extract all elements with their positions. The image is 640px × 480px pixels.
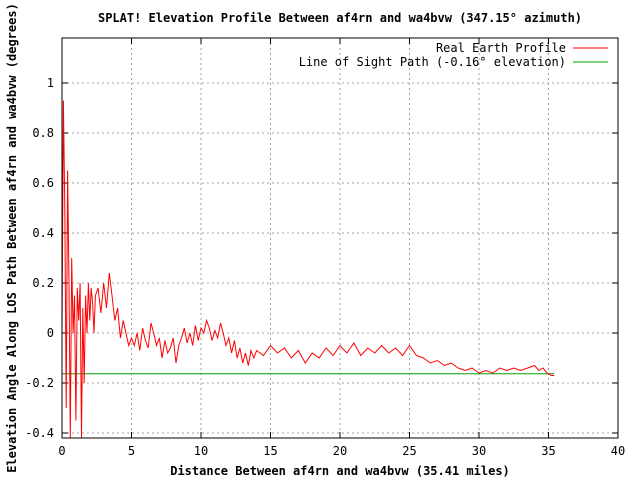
x-axis-label: Distance Between af4rn and wa4bvw (35.41… [170, 464, 510, 478]
x-tick-labels: 0 5 10 15 20 25 30 35 40 [58, 444, 625, 458]
x-tick-label: 10 [194, 444, 208, 458]
series-group [62, 100, 555, 438]
grid-lines [62, 38, 618, 438]
chart-title: SPLAT! Elevation Profile Between af4rn a… [98, 11, 582, 25]
y-tick-label: -0.2 [25, 376, 54, 390]
legend-label: Line of Sight Path (-0.16° elevation) [299, 55, 566, 69]
x-tick-label: 25 [402, 444, 416, 458]
y-tick-label: 0 [47, 326, 54, 340]
y-tick-label: 0.2 [32, 276, 54, 290]
x-tick-label: 20 [333, 444, 347, 458]
y-tick-label: -0.4 [25, 426, 54, 440]
x-tick-label: 15 [263, 444, 277, 458]
series-line-real-earth-profile [62, 100, 555, 438]
y-tick-label: 1 [47, 76, 54, 90]
x-tick-label: 35 [541, 444, 555, 458]
y-tick-labels: -0.4 -0.2 0 0.2 0.4 0.6 0.8 1 [25, 76, 54, 440]
plot-border [61, 37, 619, 439]
y-tick-label: 0.4 [32, 226, 54, 240]
x-tick-label: 30 [472, 444, 486, 458]
y-axis-label: Elevation Angle Along LOS Path Between a… [5, 3, 19, 473]
x-tick-label: 0 [58, 444, 65, 458]
legend-label: Real Earth Profile [436, 41, 566, 55]
x-tick-label: 5 [128, 444, 135, 458]
y-tick-label: 0.6 [32, 176, 54, 190]
x-tick-label: 40 [611, 444, 625, 458]
y-tick-label: 0.8 [32, 126, 54, 140]
